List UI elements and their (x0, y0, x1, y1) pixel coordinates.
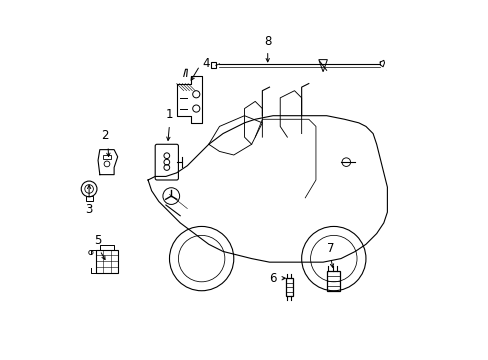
Bar (103, 155, 110, 158)
Text: 8: 8 (264, 35, 271, 48)
Text: 2: 2 (101, 130, 109, 143)
Text: 6: 6 (268, 272, 276, 285)
Text: 4: 4 (203, 57, 210, 71)
Bar (285, 278, 293, 296)
Bar (326, 271, 340, 291)
Bar (210, 62, 216, 68)
Text: 3: 3 (85, 203, 93, 216)
Text: 1: 1 (165, 108, 173, 121)
Text: 7: 7 (326, 242, 334, 255)
Bar (96, 249, 118, 273)
Bar (85, 196, 93, 202)
Text: 5: 5 (94, 234, 102, 247)
